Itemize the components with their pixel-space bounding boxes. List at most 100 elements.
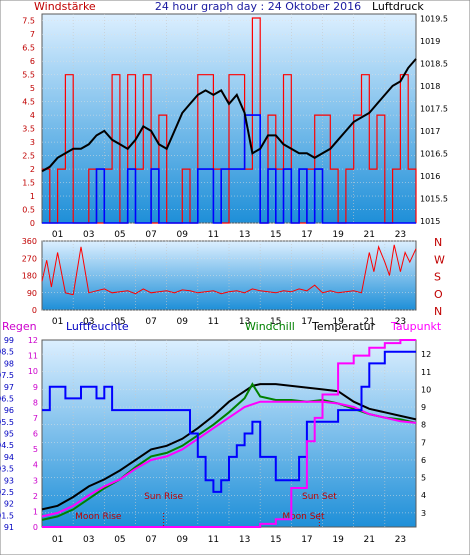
x-tick-label: 05 <box>114 230 125 240</box>
pressure-tick-label: 1017.5 <box>420 104 448 113</box>
temperature-tick-label: 11 <box>421 368 431 377</box>
dewpoint-label: Taupunkt <box>390 320 442 333</box>
temperature-label: Temperatur <box>311 320 376 333</box>
x-tick-label: 07 <box>145 535 156 545</box>
pressure-tick-label: 1019.5 <box>420 14 448 23</box>
wind-tick-label: 6 <box>30 57 35 66</box>
pressure-axis-label: Luftdruck <box>372 0 424 13</box>
windchill-label: Windchill <box>245 320 295 333</box>
x-tick-label: 03 <box>83 317 94 327</box>
temperature-tick-label: 9 <box>421 403 426 412</box>
wind-tick-label: 7 <box>30 30 35 39</box>
compass-label: N <box>434 236 442 249</box>
x-tick-label: 23 <box>395 535 406 545</box>
series-line-rain <box>42 339 416 528</box>
humidity-tick-label: 96.5 <box>0 394 14 403</box>
x-tick-label: 23 <box>395 317 406 327</box>
rain-tick-label: 1 <box>33 507 38 516</box>
humidity-tick-label: 93.5 <box>0 465 14 474</box>
x-tick-label: 07 <box>145 230 156 240</box>
temperature-tick-label: 12 <box>421 350 431 359</box>
x-tick-label: 11 <box>208 535 219 545</box>
event-label: Moon Set <box>282 512 325 522</box>
temperature-humidity-panel: 01234567891011129191.59292.59393.59494.5… <box>0 336 431 532</box>
x-tick-label: 11 <box>208 230 219 240</box>
temperature-tick-label: 5 <box>421 474 426 483</box>
temperature-tick-label: 3 <box>421 509 426 518</box>
x-tick-label: 21 <box>364 317 375 327</box>
direction-tick-label: 180 <box>22 272 37 281</box>
direction-tick-label: 0 <box>32 306 37 315</box>
pressure-tick-label: 1018 <box>420 82 440 91</box>
rain-axis-label: Regen <box>2 320 37 333</box>
pressure-tick-label: 1019 <box>420 37 440 46</box>
humidity-tick-label: 98.5 <box>0 348 14 357</box>
rain-tick-label: 9 <box>33 383 38 392</box>
x-tick-label: 19 <box>332 230 344 240</box>
x-axis-ticks: 01 03 05 07 09 11 13 15 17 19 21 23 01 03 05 07 09 11 13 15… <box>52 230 406 545</box>
wind-tick-label: 1.5 <box>22 179 35 188</box>
rain-tick-label: 12 <box>28 336 38 345</box>
x-tick-label: 03 <box>83 535 94 545</box>
humidity-tick-label: 99 <box>4 336 14 345</box>
x-tick-label: 01 <box>52 317 63 327</box>
series-line-humidity <box>42 350 416 493</box>
rain-tick-label: 4 <box>33 461 38 470</box>
temperature-tick-label: 10 <box>421 385 431 394</box>
x-tick-label: 19 <box>332 535 344 545</box>
humidity-tick-label: 93 <box>4 476 14 485</box>
humidity-tick-label: 95 <box>4 430 14 439</box>
x-tick-label: 21 <box>364 535 375 545</box>
series-line-temp <box>41 383 417 511</box>
rain-tick-label: 0 <box>33 523 38 532</box>
temperature-tick-label: 6 <box>421 456 426 465</box>
x-tick-label: 17 <box>301 535 312 545</box>
direction-tick-label: 360 <box>22 237 37 246</box>
humidity-tick-label: 91 <box>4 523 14 532</box>
humidity-tick-label: 97.5 <box>0 371 14 380</box>
humidity-axis-label: Luftfeuchte <box>66 320 129 333</box>
humidity-tick-label: 91.5 <box>0 511 14 520</box>
x-tick-label: 01 <box>52 535 63 545</box>
x-tick-label: 21 <box>364 230 375 240</box>
pressure-tick-label: 1015.5 <box>420 194 448 203</box>
x-tick-label: 13 <box>239 317 250 327</box>
wind-tick-label: 3.5 <box>22 125 35 134</box>
direction-tick-label: 90 <box>27 289 37 298</box>
x-tick-label: 19 <box>332 317 344 327</box>
wind-tick-label: 3 <box>30 138 35 147</box>
pressure-tick-label: 1017 <box>420 127 440 136</box>
event-label: Moon Rise <box>75 512 122 522</box>
x-tick-label: 09 <box>177 535 189 545</box>
wind-tick-label: 7.5 <box>22 17 35 26</box>
temperature-tick-label: 8 <box>421 421 426 430</box>
x-tick-label: 09 <box>177 317 189 327</box>
compass-label: W <box>434 253 445 266</box>
rain-tick-label: 3 <box>33 476 38 485</box>
rain-tick-label: 2 <box>33 492 38 501</box>
humidity-tick-label: 97 <box>4 383 14 392</box>
gust-series-line <box>42 114 416 224</box>
wind-direction-line <box>41 244 417 296</box>
series-line-temp <box>41 382 417 521</box>
x-tick-label: 05 <box>114 317 125 327</box>
wind-tick-label: 2 <box>30 165 35 174</box>
temperature-tick-label: 4 <box>421 491 426 500</box>
pressure-tick-label: 1016.5 <box>420 149 448 158</box>
wind-axis-label: Windstärke <box>34 0 96 13</box>
humidity-tick-label: 92 <box>4 500 14 509</box>
rain-tick-label: 7 <box>33 414 38 423</box>
x-tick-label: 05 <box>114 535 125 545</box>
rain-tick-label: 10 <box>28 367 38 376</box>
x-tick-label: 15 <box>270 317 281 327</box>
x-tick-label: 17 <box>301 317 312 327</box>
humidity-tick-label: 94 <box>4 453 14 462</box>
humidity-tick-label: 95.5 <box>0 418 14 427</box>
compass-label: S <box>434 271 441 284</box>
x-tick-label: 15 <box>270 230 281 240</box>
pressure-tick-label: 1018.5 <box>420 59 448 68</box>
compass-label: N <box>434 305 442 318</box>
